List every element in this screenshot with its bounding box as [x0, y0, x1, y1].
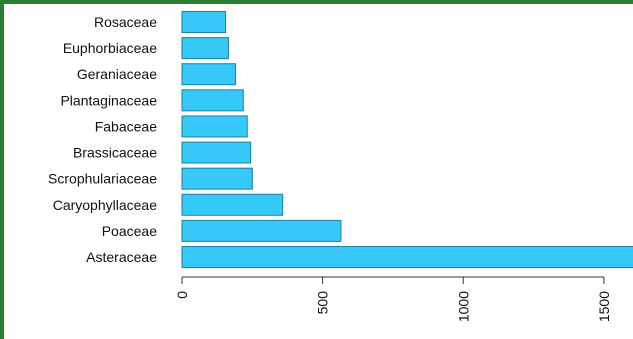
- category-label-geraniaceae: Geraniaceae: [77, 66, 157, 82]
- category-label-fabaceae: Fabaceae: [95, 118, 157, 134]
- x-tick-label-0: 0: [174, 291, 190, 299]
- x-tick-label-500: 500: [315, 291, 331, 315]
- bar-brassicaceae: [181, 141, 252, 164]
- bar-poaceae: [181, 219, 342, 242]
- bar-geraniaceae: [181, 63, 236, 86]
- category-label-poaceae: Poaceae: [102, 223, 157, 239]
- category-labels: Rosaceae Euphorbiaceae Geraniaceae Plantagi…: [48, 14, 157, 265]
- bar-caryophyllaceae: [181, 193, 284, 216]
- x-tick-label-1500: 1500: [596, 291, 612, 322]
- bar-asteraceae: [181, 246, 633, 268]
- category-label-caryophyllaceae: Caryophyllaceae: [53, 197, 157, 213]
- category-label-rosaceae: Rosaceae: [94, 14, 157, 30]
- category-label-asteraceae: Asteraceae: [86, 249, 157, 265]
- bar-scrophulariaceae: [181, 167, 253, 190]
- bar-rosaceae: [181, 11, 227, 33]
- category-label-euphorbiaceae: Euphorbiaceae: [63, 40, 157, 56]
- category-label-plantaginaceae: Plantaginaceae: [60, 92, 157, 108]
- category-label-brassicaceae: Brassicaceae: [73, 145, 157, 161]
- x-axis: 0 500 1000 1500: [174, 276, 612, 322]
- bars-group: [181, 11, 633, 268]
- bar-euphorbiaceae: [181, 37, 229, 60]
- x-tick-label-1000: 1000: [455, 291, 471, 322]
- bar-fabaceae: [181, 115, 248, 138]
- bar-plantaginaceae: [181, 89, 244, 112]
- category-label-scrophulariaceae: Scrophulariaceae: [48, 171, 157, 187]
